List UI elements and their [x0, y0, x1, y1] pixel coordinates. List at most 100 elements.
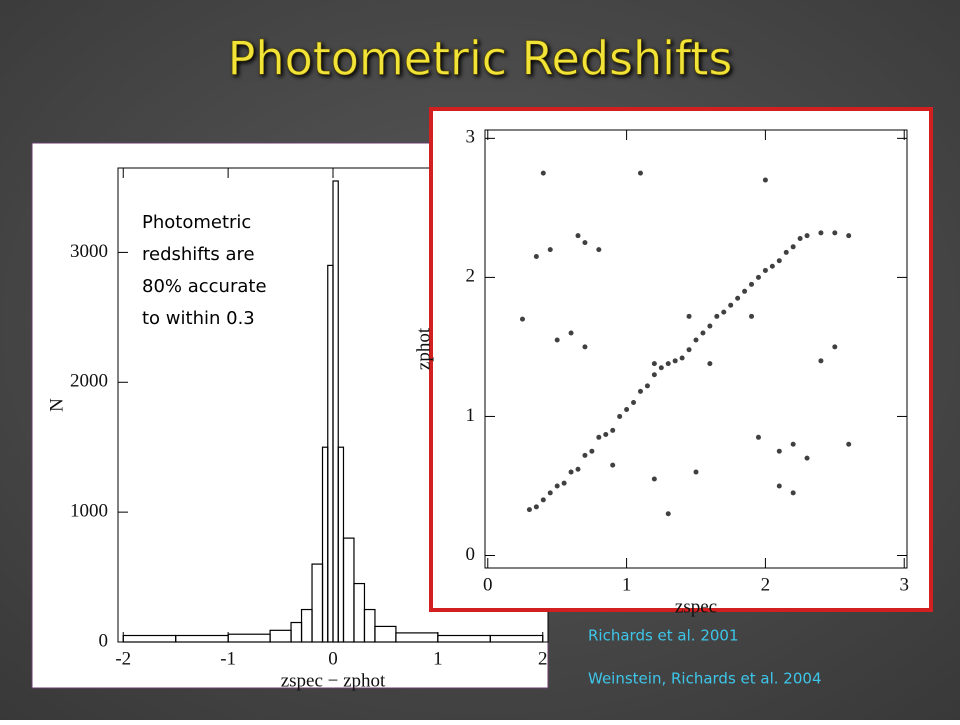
slide-title: Photometric Redshifts: [228, 32, 733, 86]
scatter-point: [561, 480, 567, 486]
scatter-point: [707, 361, 713, 367]
scatter-point: [707, 323, 713, 329]
scatter-point: [554, 337, 560, 343]
histogram-bar: [332, 180, 339, 643]
annotation: Photometric redshifts are 80% accurate t…: [142, 212, 267, 329]
scatter-point: [818, 358, 824, 364]
scatter-point: [658, 365, 664, 371]
x-tick-label: 0: [328, 648, 338, 669]
scatter-point: [776, 483, 782, 489]
scatter-point: [575, 466, 581, 472]
scatter-point: [582, 240, 588, 246]
y-tick-label: 0: [466, 544, 476, 565]
scatter-point: [533, 504, 539, 510]
scatter-point: [721, 309, 727, 315]
y-tick-label: 0: [99, 630, 109, 651]
x-tick-label: -1: [220, 648, 236, 669]
scatter-point: [596, 434, 602, 440]
x-axis-label: zspec − zphot: [281, 670, 386, 691]
scatter-point: [790, 244, 796, 250]
scatter-point: [790, 490, 796, 496]
scatter-point: [547, 247, 553, 253]
scatter-point: [547, 490, 553, 496]
scatter-point: [624, 406, 630, 412]
x-tick-label: -2: [115, 648, 131, 669]
scatter-point: [742, 288, 748, 294]
x-axis-label: zspec: [675, 596, 717, 617]
scatter-point: [603, 432, 609, 438]
y-tick-label: 2: [466, 266, 476, 287]
scatter-point: [804, 233, 810, 239]
scatter-point: [700, 330, 706, 336]
scatter-point: [846, 233, 852, 239]
scatter-point: [637, 170, 643, 176]
scatter-point: [783, 249, 789, 255]
scatter-point: [686, 347, 692, 353]
scatter: 0 1 2 3 0 1 2 3 zspec zphot: [413, 127, 909, 618]
scatter-point: [526, 507, 532, 513]
scatter-point: [582, 344, 588, 350]
scatter-point: [735, 295, 741, 301]
scatter-point: [790, 441, 796, 447]
scatter-point: [762, 267, 768, 273]
scatter-point: [846, 441, 852, 447]
scatter-point: [568, 330, 574, 336]
x-tick-label: 3: [899, 574, 909, 595]
scatter-point: [637, 388, 643, 394]
scatter-point: [575, 233, 581, 239]
citation: Weinstein, Richards et al. 2004: [588, 670, 821, 688]
y-tick-label: 1: [466, 405, 476, 426]
x-tick-label: 2: [538, 648, 548, 669]
scatter-point: [693, 337, 699, 343]
scatter-point: [762, 177, 768, 183]
scatter-point: [686, 313, 692, 319]
scatter-point: [554, 483, 560, 489]
x-tick-label: 0: [483, 574, 493, 595]
scatter-point: [797, 235, 803, 241]
annotation-line: Photometric: [142, 212, 251, 233]
scatter-point: [617, 413, 623, 419]
scatter-point: [728, 302, 734, 308]
scatter-point: [651, 476, 657, 482]
annotation-line: to within 0.3: [142, 308, 255, 329]
scatter-point: [610, 462, 616, 468]
scatter-point: [693, 469, 699, 475]
annotation-line: 80% accurate: [142, 276, 267, 297]
histogram-bar: [489, 634, 544, 643]
scatter-point: [832, 230, 838, 236]
y-tick-label: 3000: [70, 241, 108, 262]
y-tick-label: 2000: [70, 371, 108, 392]
scatter-point: [665, 361, 671, 367]
annotation-line: redshifts are: [142, 244, 255, 265]
scatter-point: [582, 452, 588, 458]
scatter-point: [679, 355, 685, 361]
x-tick-label: 1: [433, 648, 443, 669]
scatter-point: [540, 497, 546, 503]
histogram-bar: [363, 608, 376, 643]
scatter-point: [769, 263, 775, 269]
y-tick-label: 3: [466, 127, 476, 148]
scatter-point: [714, 313, 720, 319]
x-tick-label: 2: [761, 574, 771, 595]
scatter-point: [776, 448, 782, 454]
plot-frame: [484, 129, 908, 569]
scatter-point: [568, 469, 574, 475]
scatter-point: [832, 344, 838, 350]
scatter-point: [540, 170, 546, 176]
scatter-point: [755, 434, 761, 440]
x-tick-label: 1: [622, 574, 632, 595]
histogram: -2 -1 0 1 2 0 1000 2000 3000 zspec − zphot N: [46, 167, 549, 691]
scatter-point: [519, 316, 525, 322]
scatter-point: [749, 281, 755, 287]
scatter-point: [776, 258, 782, 264]
citation: Richards et al. 2001: [588, 627, 739, 645]
scatter-point: [749, 313, 755, 319]
scatter-point: [755, 274, 761, 280]
scatter-point: [818, 230, 824, 236]
y-tick-label: 1000: [70, 500, 108, 521]
scatter-point: [651, 372, 657, 378]
y-axis-label: zphot: [413, 327, 434, 370]
scatter-point: [665, 511, 671, 517]
scatter-point: [651, 361, 657, 367]
